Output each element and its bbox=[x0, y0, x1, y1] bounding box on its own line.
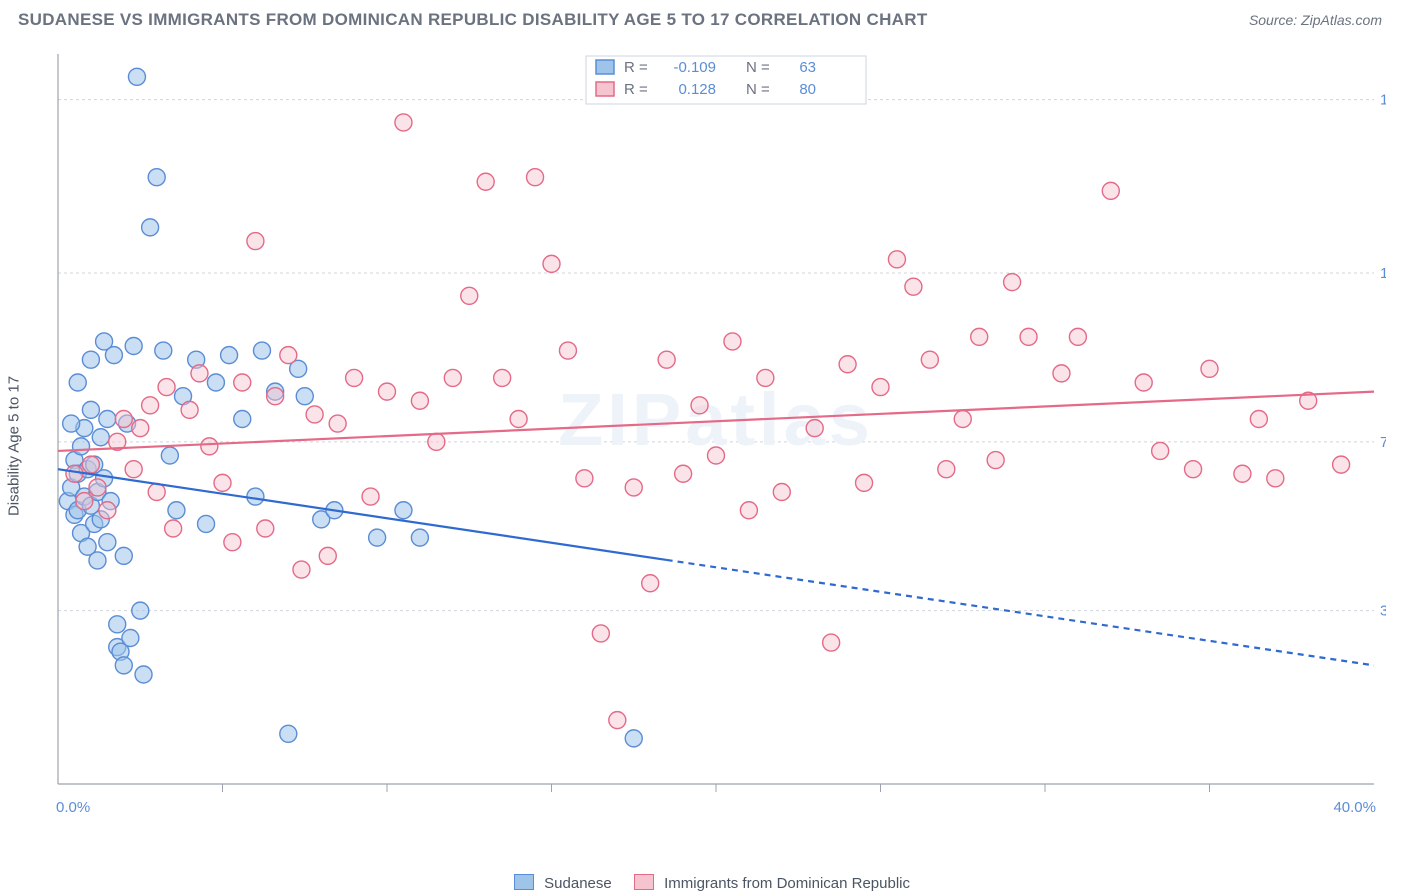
svg-text:N =: N = bbox=[746, 81, 770, 98]
source-attribution: Source: ZipAtlas.com bbox=[1249, 12, 1382, 28]
legend-label-dominican: Immigrants from Dominican Republic bbox=[664, 875, 910, 892]
svg-text:11.2%: 11.2% bbox=[1380, 265, 1386, 282]
svg-text:40.0%: 40.0% bbox=[1333, 799, 1376, 816]
chart-container: 3.8%7.5%11.2%15.0%ZIPatlas0.0%40.0%R =-0… bbox=[46, 42, 1386, 822]
svg-text:0.0%: 0.0% bbox=[56, 799, 90, 816]
svg-text:80: 80 bbox=[799, 81, 816, 98]
svg-text:R =: R = bbox=[624, 59, 648, 76]
legend-swatch-sudanese bbox=[514, 874, 534, 890]
svg-text:N =: N = bbox=[746, 59, 770, 76]
svg-text:0.128: 0.128 bbox=[678, 81, 716, 98]
svg-text:3.8%: 3.8% bbox=[1380, 603, 1386, 620]
page-title: SUDANESE VS IMMIGRANTS FROM DOMINICAN RE… bbox=[18, 10, 928, 30]
svg-text:63: 63 bbox=[799, 59, 816, 76]
svg-text:7.5%: 7.5% bbox=[1380, 434, 1386, 451]
legend-label-sudanese: Sudanese bbox=[544, 875, 612, 892]
svg-text:15.0%: 15.0% bbox=[1380, 92, 1386, 109]
legend-bottom: Sudanese Immigrants from Dominican Repub… bbox=[0, 874, 1406, 892]
svg-text:R =: R = bbox=[624, 81, 648, 98]
scatter-chart: 3.8%7.5%11.2%15.0%ZIPatlas0.0%40.0%R =-0… bbox=[46, 42, 1386, 822]
y-axis-label: Disability Age 5 to 17 bbox=[6, 376, 23, 516]
svg-text:-0.109: -0.109 bbox=[673, 59, 716, 76]
legend-swatch-dominican bbox=[634, 874, 654, 890]
